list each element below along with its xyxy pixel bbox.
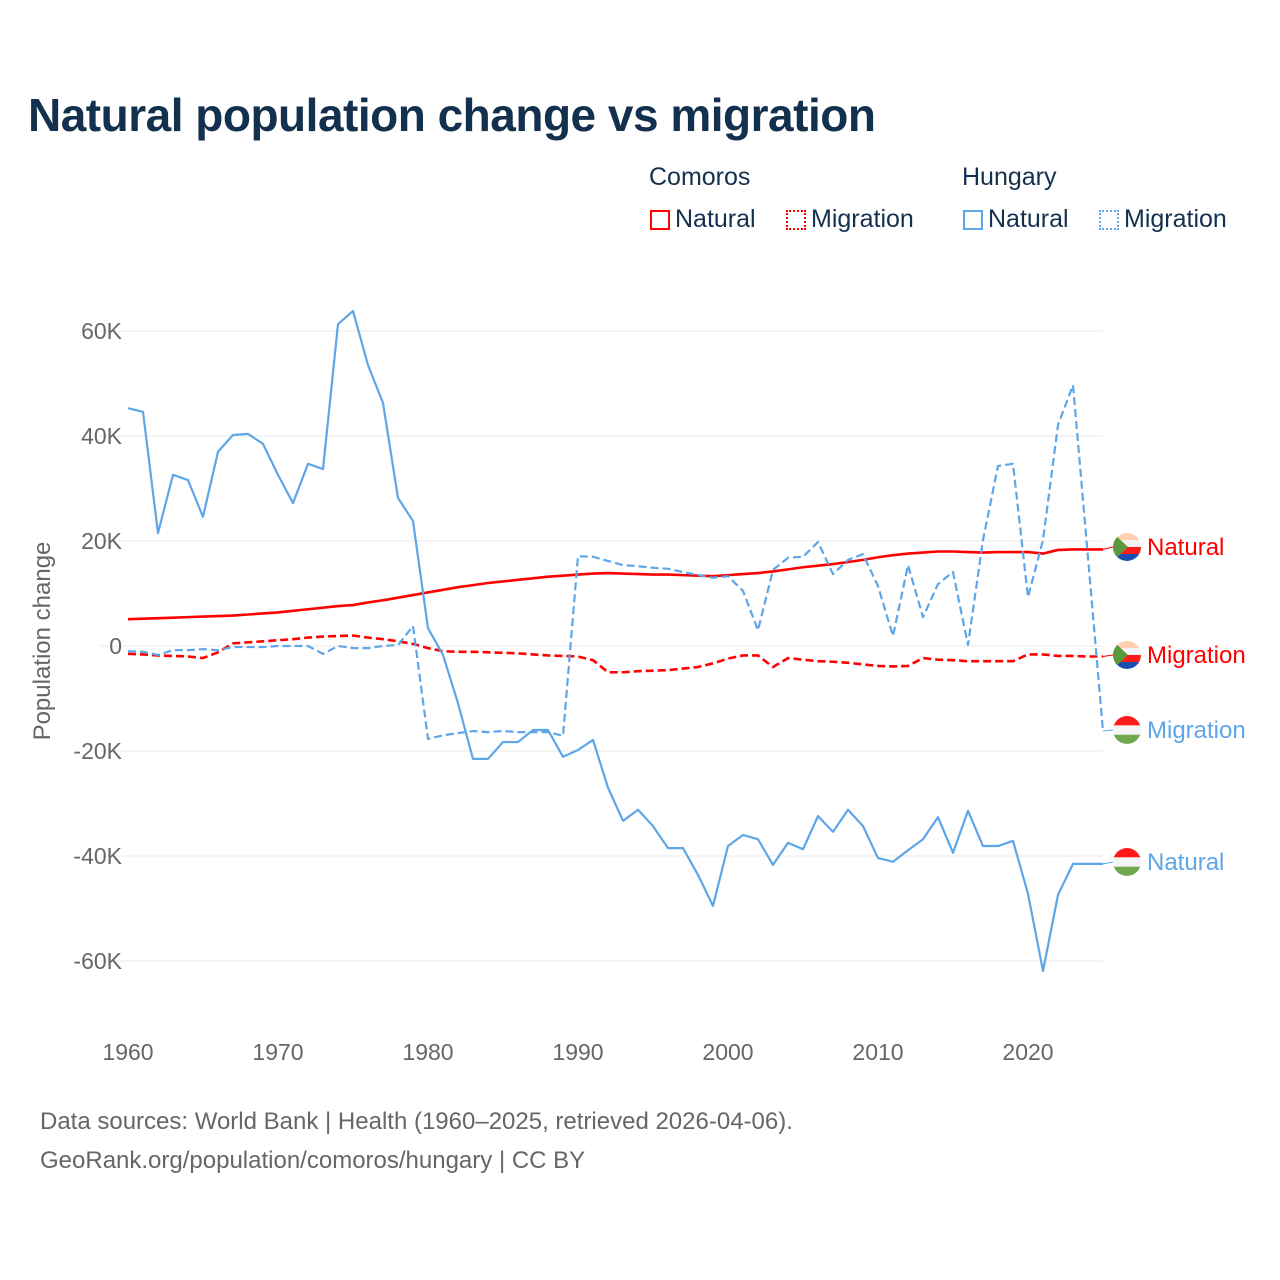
- y-tick-label: 60K: [81, 318, 123, 344]
- label-connector: [1102, 546, 1114, 550]
- series-line-comoros-migration: [127, 634, 1103, 674]
- legend-swatch-dotted: [1099, 209, 1119, 230]
- x-tick-label: 2010: [852, 1039, 903, 1065]
- legend-swatch-solid: [650, 209, 670, 230]
- legend-hungary-natural[interactable]: Natural: [963, 205, 1069, 234]
- label-connector: [1102, 861, 1114, 865]
- legend-group-comoros: Comoros: [649, 163, 751, 191]
- series-line-comoros-natural: [127, 548, 1103, 621]
- comoros-flag-icon: [1113, 641, 1141, 669]
- y-tick-label: 20K: [81, 528, 123, 554]
- legend-label: Migration: [1124, 205, 1227, 233]
- series-end-label: Natural: [1147, 849, 1224, 876]
- label-connector: [1102, 654, 1114, 657]
- series-end-label: Natural: [1147, 534, 1224, 561]
- x-tick-label: 1970: [252, 1039, 303, 1065]
- legend-label: Migration: [811, 205, 914, 233]
- y-tick-label: 40K: [81, 423, 123, 449]
- y-tick-label: -20K: [73, 738, 122, 764]
- hungary-flag-icon: [1113, 848, 1141, 876]
- x-tick-label: 1990: [552, 1039, 603, 1065]
- page-title: Natural population change vs migration: [28, 89, 876, 141]
- series-line-hungary-migration: [127, 383, 1105, 741]
- legend-group-hungary: Hungary: [962, 163, 1057, 191]
- y-tick-label: -60K: [73, 948, 122, 974]
- legend-label: Natural: [675, 205, 756, 233]
- x-tick-label: 2020: [1002, 1039, 1053, 1065]
- series-end-label: Migration: [1147, 642, 1246, 669]
- x-tick-label: 1960: [102, 1039, 153, 1065]
- x-tick-label: 1980: [402, 1039, 453, 1065]
- hungary-flag-icon: [1113, 716, 1141, 744]
- legend-comoros-migration[interactable]: Migration: [786, 205, 914, 234]
- y-tick-label: -40K: [73, 843, 122, 869]
- footer-link[interactable]: GeoRank.org/population/comoros/hungary |…: [40, 1147, 586, 1174]
- footer-source: Data sources: World Bank | Health (1960–…: [40, 1108, 793, 1135]
- legend-swatch-dotted: [786, 209, 806, 230]
- comoros-flag-icon: [1113, 533, 1141, 561]
- y-axis-label: Population change: [29, 542, 56, 741]
- legend-hungary-migration[interactable]: Migration: [1099, 205, 1227, 234]
- label-connector: [1102, 729, 1114, 732]
- legend-swatch-solid: [963, 209, 983, 230]
- series-end-label: Migration: [1147, 717, 1246, 744]
- x-tick-label: 2000: [702, 1039, 753, 1065]
- series-line-hungary-natural: [127, 309, 1103, 973]
- y-tick-label: 0: [109, 633, 122, 659]
- legend-label: Natural: [988, 205, 1069, 233]
- legend-comoros-natural[interactable]: Natural: [650, 205, 756, 234]
